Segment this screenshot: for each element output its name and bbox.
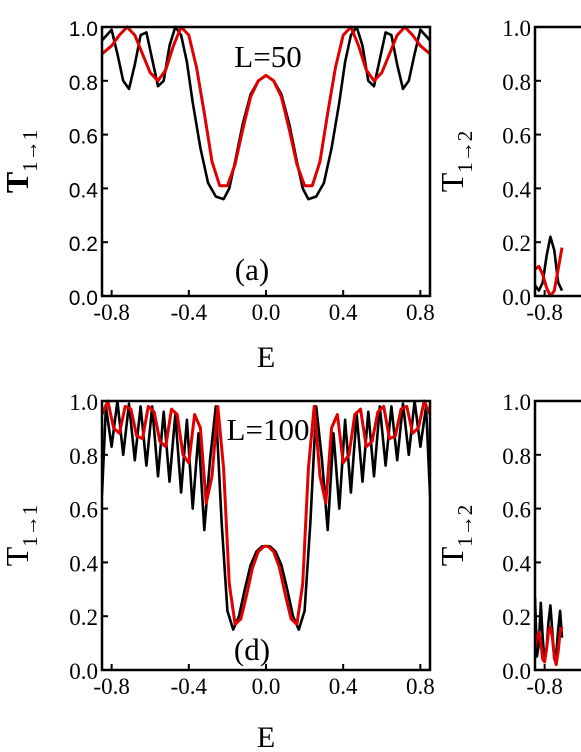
y-tick-label: 0.6 (502, 124, 531, 149)
panel-4: 0.0 0.2 0.4 0.6 0.8 1.0 -0.8 T1→2 (434, 390, 581, 699)
y-axis-label: T1→1 (0, 505, 42, 567)
y-tick-label: 0.4 (69, 551, 98, 576)
y-tick-label: 0.2 (69, 233, 98, 256)
x-tick-label: 0.8 (406, 674, 435, 699)
y-tick-label: 0.0 (502, 285, 531, 310)
y-tick-label: 0.8 (502, 70, 531, 95)
y-tick-label: 0.6 (69, 126, 98, 149)
y-tick-label: 0.2 (69, 605, 98, 630)
red-series-line (102, 25, 430, 188)
y-tick-label: 0.4 (502, 551, 531, 576)
panel-1: 0.0 0.2 0.4 0.6 0.8 1.0 -0.8 -0.4 0.0 0.4 0.8 E T1→1… (0, 18, 435, 374)
y-tick-label: 0.6 (69, 498, 98, 523)
y-axis-label: T1→1 (0, 130, 42, 193)
panel-3: 0.0 0.2 0.4 0.6 0.8 1.0 -0.8 T1→2 (434, 16, 581, 325)
y-tick-label: 0.8 (69, 72, 98, 95)
y-tick-label: 0.4 (502, 177, 531, 202)
y-tick-label: 0.2 (502, 605, 531, 630)
x-axis-label: E (257, 721, 275, 752)
y-tick-label: 0.4 (69, 179, 99, 202)
y-tick-label: 0.0 (502, 659, 531, 684)
y-axis-label: T1→2 (434, 505, 477, 567)
red-series-line (102, 399, 430, 626)
plot-frame (533, 399, 581, 672)
x-tick-label: 0.8 (406, 300, 435, 325)
length-annotation: L=50 (234, 39, 301, 74)
y-tick-label: 1.0 (69, 390, 98, 415)
y-tick-label: 0.8 (502, 444, 531, 469)
panel-2: 0.0 0.2 0.4 0.6 0.8 1.0 -0.8 -0.4 0.0 0.4 0.8 E T1→1… (0, 390, 435, 752)
x-tick-label: -0.4 (171, 300, 208, 325)
y-axis-label: T1→2 (434, 131, 477, 193)
y-tick-label: 0.6 (502, 498, 531, 523)
panel-label: (d) (234, 632, 270, 667)
x-axis-label: E (257, 341, 275, 374)
y-tick-label: 1.0 (69, 18, 98, 41)
black-series-line (535, 597, 564, 664)
length-annotation: L=100 (227, 412, 310, 447)
x-tick-label: 0.0 (252, 300, 281, 325)
y-tick-label: 0.0 (69, 287, 98, 310)
x-tick-label: -0.8 (526, 300, 562, 325)
red-series-line (535, 247, 564, 298)
y-tick-label: 0.2 (502, 231, 531, 256)
panel-label: (a) (235, 252, 269, 287)
x-tick-label: 0.4 (329, 674, 358, 699)
y-tick-label: 0.8 (69, 444, 98, 469)
x-tick-label: -0.8 (93, 300, 129, 325)
x-tick-label: -0.8 (526, 674, 562, 699)
x-tick-label: 0.4 (329, 300, 358, 325)
red-series-line (535, 625, 564, 667)
plot-frame (533, 25, 581, 298)
y-tick-label: 0.0 (69, 659, 98, 684)
y-tick-label: 1.0 (502, 16, 531, 41)
x-tick-label: -0.4 (171, 674, 208, 699)
x-tick-label: 0.0 (252, 674, 281, 699)
y-tick-label: 1.0 (502, 390, 531, 415)
x-tick-label: -0.8 (93, 674, 129, 699)
